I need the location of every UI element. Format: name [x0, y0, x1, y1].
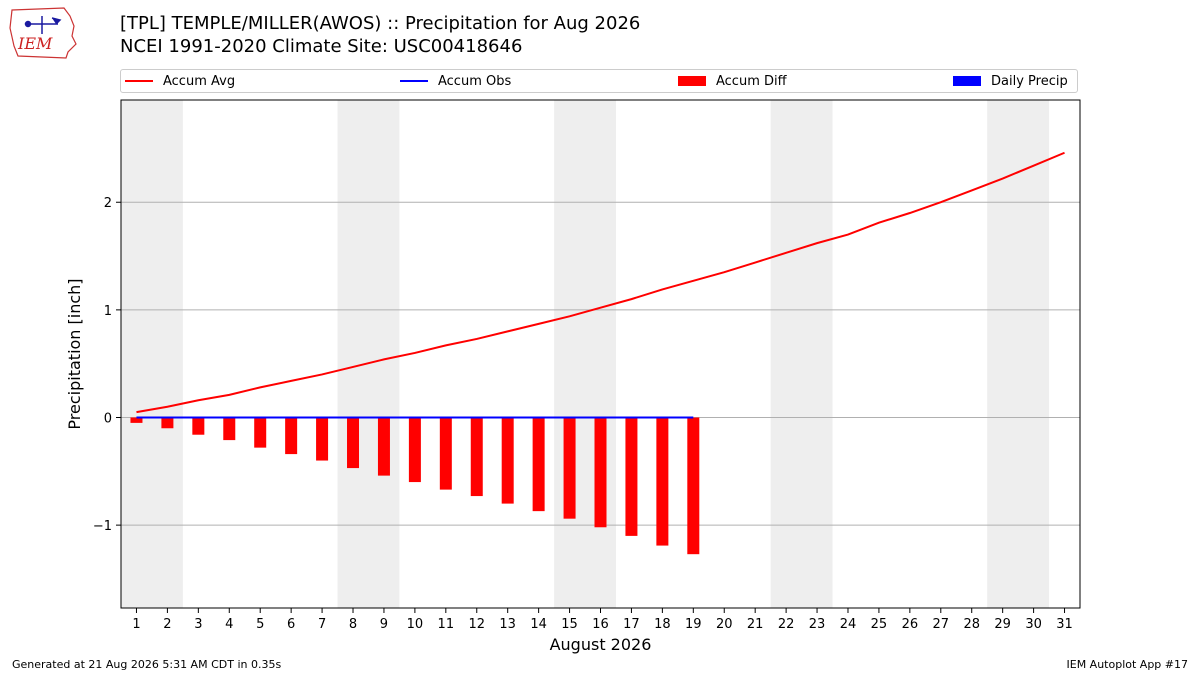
legend-swatch-accum-diff	[678, 76, 706, 86]
x-tick-label: 24	[840, 617, 857, 632]
weather-station-icon	[24, 16, 62, 34]
legend-item-accum-avg: Accum Avg	[125, 70, 235, 92]
iem-logo: IEM	[9, 7, 77, 59]
accum-diff-bar	[439, 417, 452, 490]
accum-diff-bar	[347, 417, 360, 469]
legend-label-accum-avg: Accum Avg	[163, 73, 236, 89]
x-tick-label: 8	[349, 617, 357, 632]
legend-label-accum-diff: Accum Diff	[716, 73, 787, 89]
x-tick-label: 1	[132, 617, 140, 632]
accum-diff-bar	[161, 417, 174, 429]
accum-diff-bar	[254, 417, 267, 448]
generated-timestamp: Generated at 21 Aug 2026 5:31 AM CDT in …	[12, 658, 282, 671]
accum-diff-bar	[532, 417, 545, 512]
accum-diff-bar	[408, 417, 421, 483]
accum-diff-bar	[223, 417, 236, 441]
accum-diff-bar	[594, 417, 607, 528]
x-tick-label: 13	[499, 617, 516, 632]
y-tick-label: 0	[104, 412, 112, 427]
accum-diff-bar	[625, 417, 638, 536]
accum-avg-line	[136, 151, 1065, 414]
weekend-band	[337, 100, 400, 608]
legend-item-accum-obs: Accum Obs	[400, 70, 511, 92]
x-tick-label: 10	[407, 617, 424, 632]
weekend-band	[121, 100, 183, 608]
chart-subtitle: NCEI 1991-2020 Climate Site: USC00418646	[120, 36, 523, 57]
y-tick-label: 2	[104, 196, 112, 211]
x-tick-label: 25	[871, 617, 888, 632]
x-tick-label: 14	[530, 617, 547, 632]
x-tick-label: 16	[592, 617, 609, 632]
x-tick-label: 9	[380, 617, 388, 632]
weekend-band	[554, 100, 616, 608]
legend-item-accum-diff: Accum Diff	[678, 70, 787, 92]
y-tick-label: 1	[104, 304, 112, 319]
accum-diff-bar	[656, 417, 669, 546]
accum-diff-bar	[192, 417, 205, 435]
x-tick-label: 17	[623, 617, 640, 632]
x-tick-label: 5	[256, 617, 264, 632]
x-tick-label: 27	[933, 617, 950, 632]
accum-diff-bar	[285, 417, 298, 455]
y-tick-label: −1	[93, 519, 112, 534]
accum-diff-bar	[687, 417, 700, 555]
x-tick-label: 23	[809, 617, 826, 632]
app-id-label: IEM Autoplot App #17	[1066, 658, 1189, 671]
legend-swatch-daily-precip	[953, 76, 981, 86]
x-tick-label: 11	[438, 617, 455, 632]
x-tick-label: 2	[163, 617, 171, 632]
accum-diff-bar	[316, 417, 329, 461]
legend-label-accum-obs: Accum Obs	[438, 73, 512, 89]
x-tick-label: 4	[225, 617, 233, 632]
chart-title: [TPL] TEMPLE/MILLER(AWOS) :: Precipitati…	[120, 13, 641, 34]
y-axis-label: Precipitation [inch]	[65, 278, 84, 429]
accum-diff-bar	[470, 417, 483, 497]
x-tick-label: 20	[716, 617, 733, 632]
x-tick-label: 21	[747, 617, 764, 632]
x-tick-label: 12	[468, 617, 485, 632]
x-tick-label: 31	[1056, 617, 1073, 632]
chart-title-block: [TPL] TEMPLE/MILLER(AWOS) :: Precipitati…	[120, 12, 640, 58]
accum-diff-bar	[501, 417, 514, 504]
chart-legend: Accum Avg Accum Obs Accum Diff Daily Pre…	[120, 69, 1078, 93]
x-tick-label: 28	[963, 617, 980, 632]
x-tick-label: 19	[685, 617, 702, 632]
x-tick-label: 15	[561, 617, 578, 632]
legend-item-daily-precip: Daily Precip	[953, 70, 1068, 92]
x-tick-label: 3	[194, 617, 202, 632]
x-tick-label: 6	[287, 617, 295, 632]
legend-swatch-accum-obs	[400, 80, 428, 82]
accum-diff-bar	[377, 417, 390, 476]
accum-diff-bar	[563, 417, 576, 519]
x-axis-label: August 2026	[550, 635, 652, 654]
x-tick-label: 22	[778, 617, 795, 632]
accum-diff-bar	[130, 417, 143, 423]
legend-swatch-accum-avg	[125, 80, 153, 82]
weekend-band	[770, 100, 833, 608]
x-tick-label: 7	[318, 617, 326, 632]
x-tick-label: 30	[1025, 617, 1042, 632]
weekend-band	[987, 100, 1050, 608]
x-tick-label: 29	[994, 617, 1011, 632]
x-tick-label: 26	[902, 617, 919, 632]
legend-label-daily-precip: Daily Precip	[991, 73, 1068, 89]
svg-text:IEM: IEM	[17, 34, 53, 53]
x-tick-label: 18	[654, 617, 671, 632]
